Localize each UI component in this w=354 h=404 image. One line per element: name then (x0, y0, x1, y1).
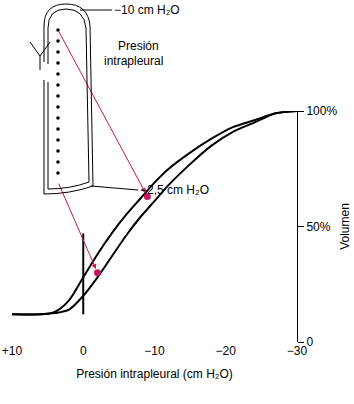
svg-text:100%: 100% (306, 104, 337, 118)
svg-text:Volumen: Volumen (338, 203, 352, 250)
svg-text:−30: −30 (287, 344, 308, 358)
svg-text:0: 0 (80, 344, 87, 358)
svg-text:−2,5 cm H₂O: −2,5 cm H₂O (140, 183, 209, 197)
svg-text:50%: 50% (306, 220, 330, 234)
svg-text:Presiónintrapleural: Presiónintrapleural (104, 39, 163, 68)
svg-text:−20: −20 (216, 344, 237, 358)
svg-text:Presión intrapleural (cm H₂O): Presión intrapleural (cm H₂O) (76, 367, 233, 381)
svg-text:+10: +10 (2, 344, 23, 358)
svg-text:−10 cm H₂O: −10 cm H₂O (114, 3, 180, 17)
svg-text:−10: −10 (144, 344, 165, 358)
svg-text:0: 0 (306, 335, 313, 349)
